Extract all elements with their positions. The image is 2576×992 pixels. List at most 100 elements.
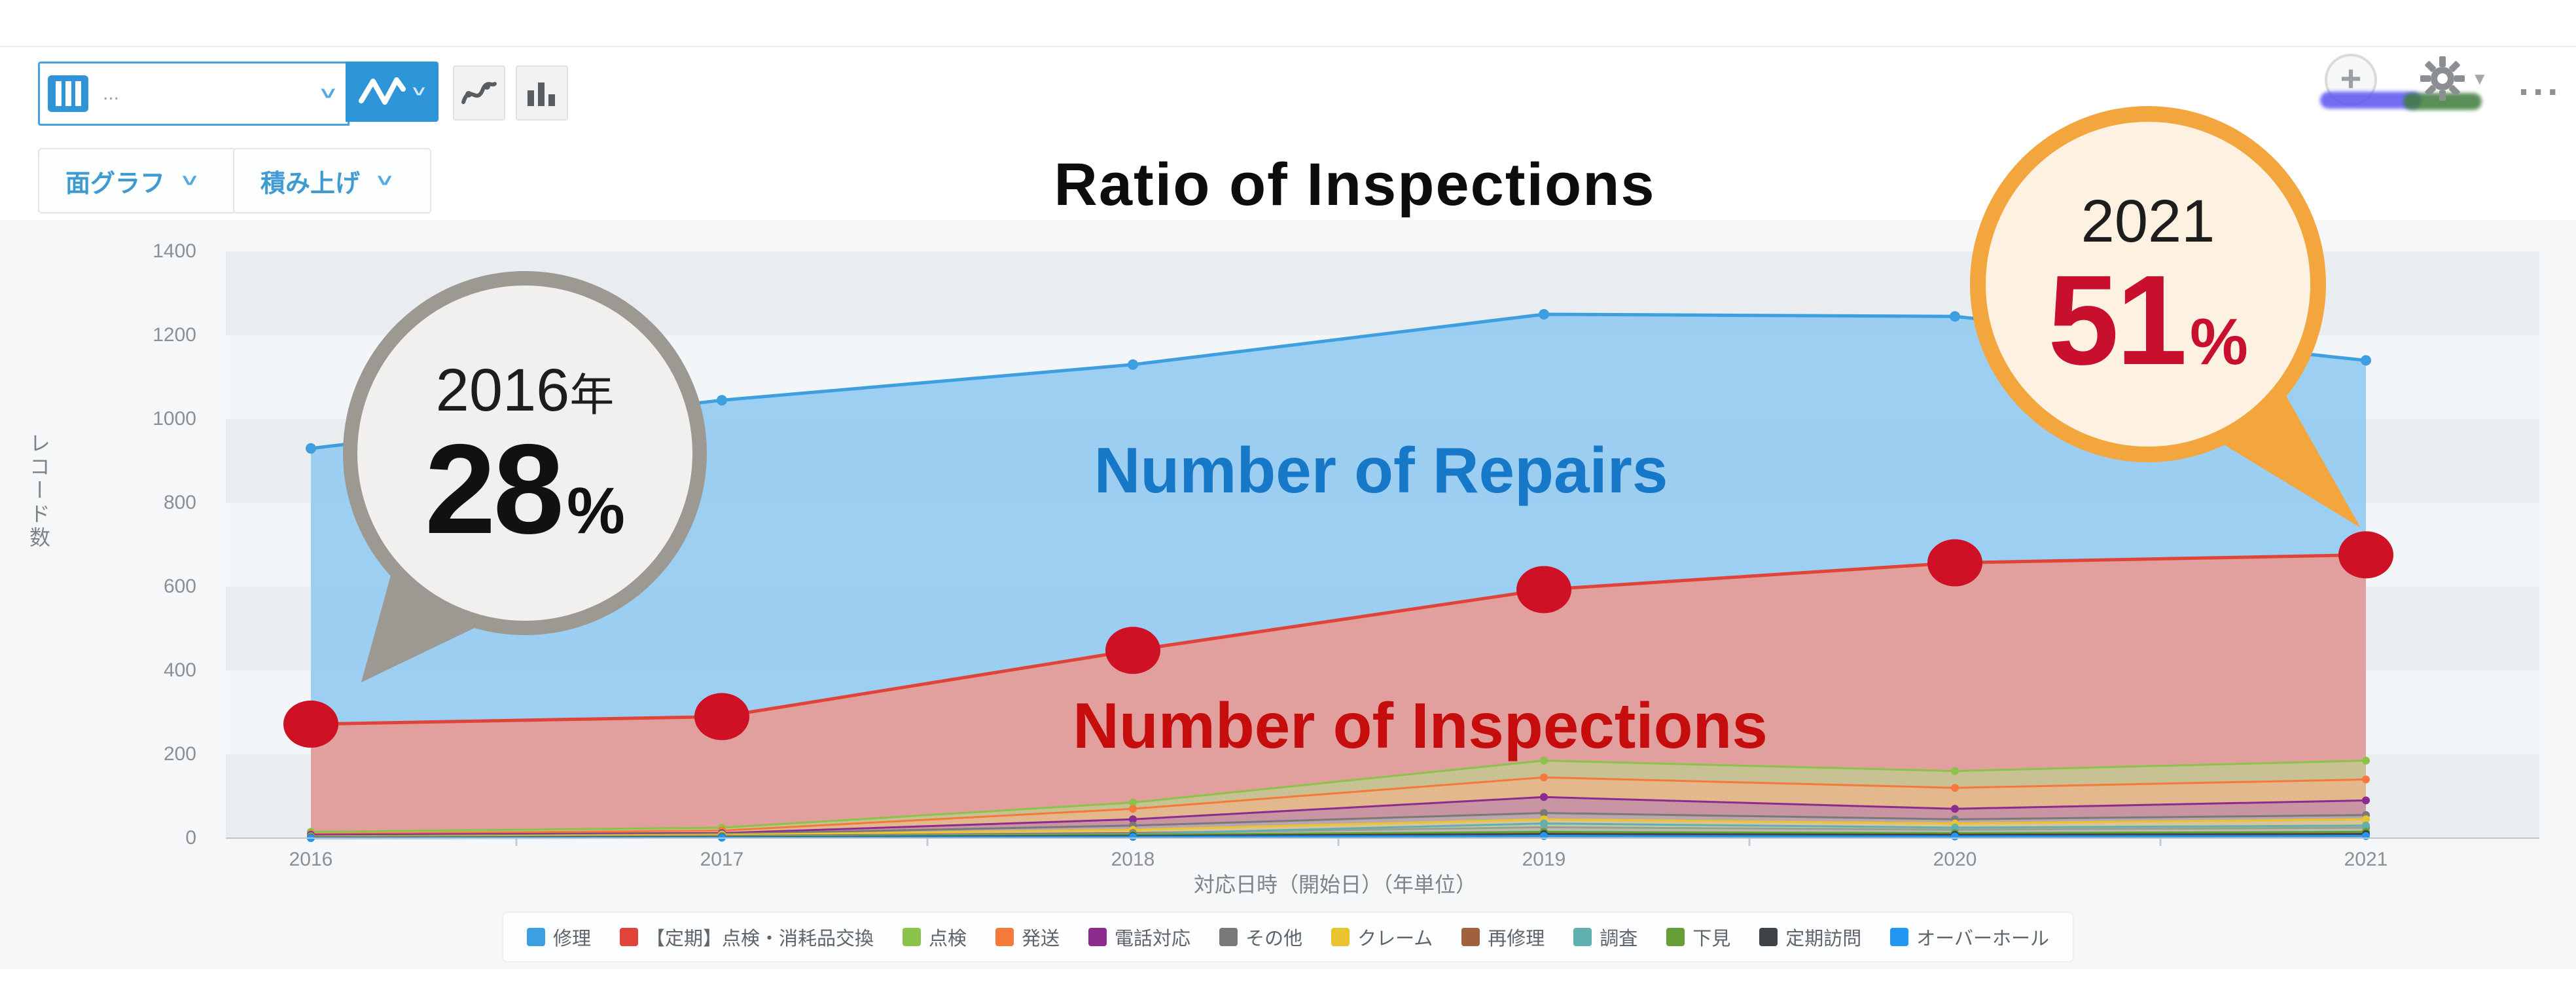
app-settings-button[interactable]: ▼ (2419, 52, 2491, 105)
series-marker (1129, 815, 1137, 824)
legend-item-9[interactable]: 下見 (1666, 923, 1730, 951)
annotation-dot (283, 700, 338, 748)
y-axis-tick-label: 1000 (152, 408, 196, 430)
x-axis-tick-label: 2017 (700, 849, 744, 870)
callout-2021-year: 2021 (2081, 187, 2215, 255)
annotation-dot (1516, 566, 1571, 614)
legend-swatch (903, 928, 921, 946)
x-axis-tick-label: 2020 (1933, 849, 1977, 870)
chart-type-dropdown[interactable]: 面グラフ ˅ (38, 148, 237, 213)
legend-swatch (1573, 928, 1592, 946)
legend-item-5[interactable]: その他 (1219, 923, 1302, 951)
series-marker (1951, 832, 1959, 841)
chart-type-button[interactable]: ˅ (346, 62, 438, 122)
series-marker (2362, 756, 2370, 765)
y-axis-tick-label: 0 (185, 827, 196, 849)
series-marker (1539, 309, 1549, 320)
y-axis-tick-label: 1400 (152, 240, 196, 262)
chevron-down-icon: ˅ (412, 83, 425, 100)
y-axis-tick-label: 200 (163, 743, 196, 765)
series-line-6 (310, 818, 2367, 838)
series-marker (2361, 355, 2371, 366)
series-marker (1951, 824, 1959, 832)
series-marker (1129, 833, 1137, 841)
legend-item-6[interactable]: クレーム (1331, 923, 1433, 951)
y-axis-tick-label: 800 (163, 492, 196, 513)
series-area-1 (311, 555, 2366, 838)
table-grid-icon (48, 75, 88, 112)
x-axis-tick-label: 2016 (289, 849, 333, 870)
legend-item-8[interactable]: 調査 (1573, 923, 1637, 951)
legend-swatch (1331, 928, 1350, 946)
bar-chart-icon-button[interactable] (516, 65, 568, 120)
legend-item-1[interactable]: 【定期】点検・消耗品交換 (620, 923, 874, 951)
legend-item-3[interactable]: 発送 (995, 923, 1060, 951)
callout-2016-tail (361, 568, 490, 682)
legend-item-0[interactable]: 修理 (526, 923, 591, 951)
series-marker (1129, 805, 1137, 813)
chart-type-dropdown-label: 面グラフ (65, 170, 166, 198)
x-axis-tick-label: 2021 (2344, 849, 2388, 870)
series-marker (2362, 775, 2370, 784)
series-marker (1951, 767, 1959, 775)
series-marker (1950, 311, 1960, 322)
view-selector-value: ... (103, 83, 120, 104)
series-marker (717, 395, 727, 406)
annotation-dot (2338, 531, 2393, 579)
legend-swatch (995, 928, 1014, 946)
legend-label: 調査 (1600, 928, 1638, 949)
legend-swatch (1461, 928, 1480, 946)
curve-chart-icon-button[interactable] (453, 65, 505, 120)
caret-down-icon: ▼ (2471, 68, 2488, 88)
annotation-dot (1927, 539, 1982, 587)
legend-swatch (1666, 928, 1685, 946)
callout-2021: 2021 51% (1970, 106, 2326, 462)
legend-item-2[interactable]: 点検 (903, 923, 967, 951)
legend-label: 【定期】点検・消耗品交換 (646, 928, 874, 949)
legend-label: 修理 (552, 928, 591, 949)
series-marker (1540, 793, 1548, 801)
legend-label: 下見 (1692, 928, 1731, 949)
legend-swatch (1759, 928, 1778, 946)
legend-label: クレーム (1357, 928, 1433, 949)
legend-item-10[interactable]: 定期訪問 (1759, 923, 1861, 951)
callout-2021-value: 51% (2048, 248, 2248, 392)
x-axis-tick-label: 2019 (1522, 849, 1566, 870)
series-line-2 (310, 760, 2367, 833)
chevron-down-icon: ˅ (182, 170, 198, 191)
series-line-1 (310, 553, 2367, 726)
series-marker (2362, 815, 2370, 824)
callout-2016-year: 2016 年 (435, 356, 615, 424)
series-marker (2362, 821, 2370, 830)
inspections-series-label: Number of Inspections (1073, 689, 1768, 762)
toolbar-divider (0, 46, 2576, 47)
view-selector-dropdown[interactable]: ... ˅ (38, 62, 349, 126)
chevron-down-icon: ˅ (377, 170, 393, 191)
series-marker (1540, 773, 1548, 782)
legend-swatch (526, 928, 545, 946)
plus-icon: + (2340, 58, 2362, 99)
legend-label: 電話対応 (1115, 928, 1191, 949)
series-marker (1129, 798, 1137, 807)
y-axis-tick-label: 1200 (152, 324, 196, 346)
legend-label: その他 (1245, 928, 1303, 949)
more-options-button[interactable]: ... (2518, 61, 2562, 103)
legend-item-7[interactable]: 再修理 (1461, 923, 1545, 951)
callout-2016-value: 28% (425, 417, 625, 560)
series-marker (1540, 809, 1548, 817)
legend-label: 発送 (1022, 928, 1060, 949)
legend-label: 定期訪問 (1785, 928, 1862, 949)
series-marker (306, 443, 316, 454)
line-chart-icon (359, 77, 406, 105)
legend-swatch (1219, 928, 1238, 946)
stack-mode-dropdown[interactable]: 積み上げ ˅ (233, 148, 432, 213)
legend-swatch (620, 928, 638, 946)
legend-item-11[interactable]: オーバーホール (1890, 923, 2049, 951)
annotation-dot (1105, 627, 1160, 674)
annotation-dot (694, 693, 749, 741)
legend-item-4[interactable]: 電話対応 (1088, 923, 1190, 951)
legend-swatch (1890, 928, 1909, 946)
curve-chart-icon (461, 82, 497, 104)
chart-legend: 修理 【定期】点検・消耗品交換 点検 発送 電話対応 その他 クレーム 再修理 調査 下見 定期訪問… (0, 911, 2576, 963)
series-marker (1951, 784, 1959, 792)
